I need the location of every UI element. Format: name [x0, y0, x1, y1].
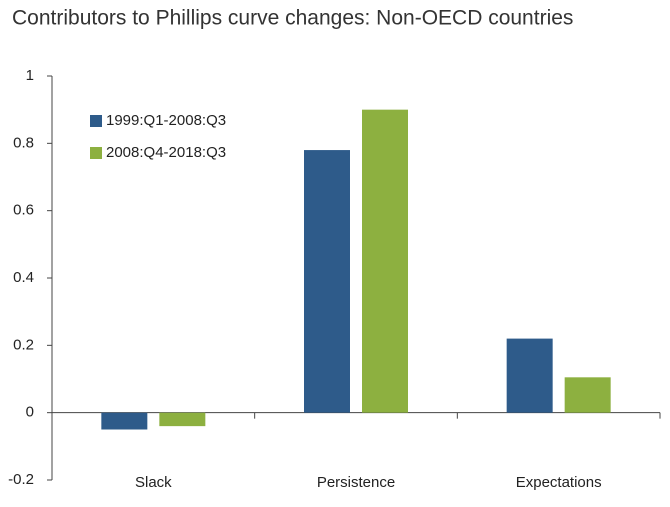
bar	[159, 412, 206, 427]
y-tick-label: 1	[26, 67, 34, 84]
bar	[362, 109, 408, 413]
x-tick-label: Persistence	[317, 474, 395, 491]
legend-swatch	[90, 147, 102, 159]
y-tick-label: 0.6	[13, 202, 34, 219]
x-tick-label: Expectations	[516, 474, 602, 491]
y-tick-label: -0.2	[8, 471, 34, 488]
legend-label: 2008:Q4-2018:Q3	[106, 144, 226, 161]
y-tick-label: 0.8	[13, 134, 34, 151]
y-tick-label: 0.4	[13, 269, 34, 286]
bar	[101, 412, 148, 430]
legend-label: 1999:Q1-2008:Q3	[106, 112, 226, 129]
chart-title: Contributors to Phillips curve changes: …	[12, 7, 573, 30]
bar	[564, 377, 611, 413]
legend-swatch	[90, 115, 102, 127]
bar	[304, 150, 350, 413]
y-tick-label: 0.2	[13, 336, 34, 353]
x-tick-label: Slack	[135, 474, 172, 491]
bar	[506, 338, 553, 413]
y-tick-label: 0	[26, 404, 34, 421]
